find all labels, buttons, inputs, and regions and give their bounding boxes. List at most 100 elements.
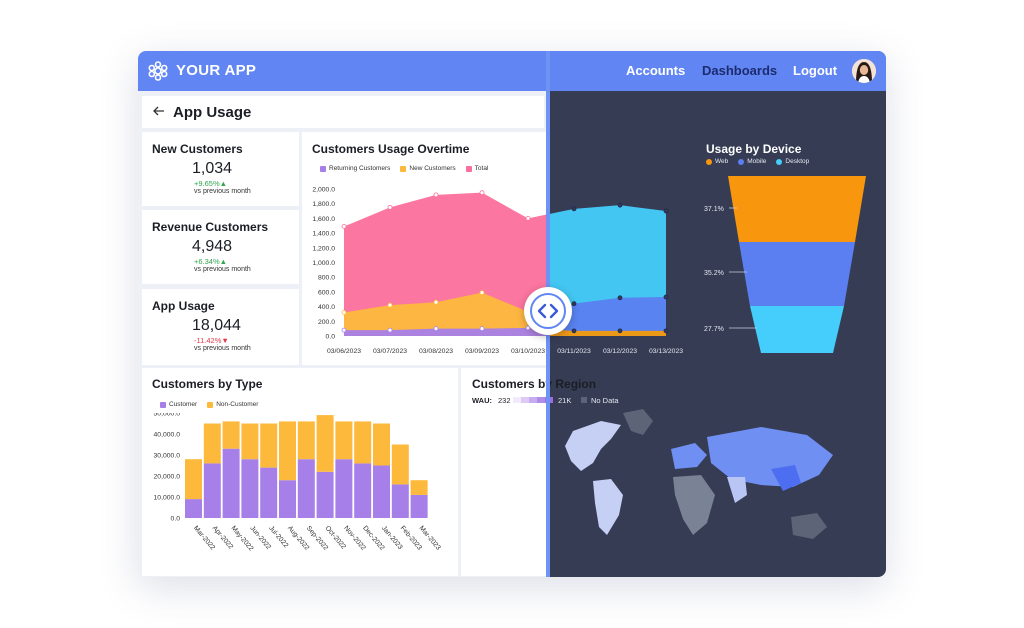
y-tick-label: 1,800.0 (312, 201, 335, 208)
bar-non-customer[interactable] (335, 421, 353, 460)
scale-swatch (521, 397, 529, 403)
data-point[interactable] (387, 327, 393, 333)
bar-customer[interactable] (391, 484, 409, 518)
chart-title: Customers by Region (472, 377, 597, 391)
legend-swatch (465, 165, 472, 172)
data-point[interactable] (617, 295, 623, 301)
x-tick-label: 03/12/2023 (603, 348, 637, 355)
data-point[interactable] (341, 327, 347, 333)
bar-non-customer[interactable] (203, 423, 221, 464)
y-tick-label: 10,000.0 (154, 495, 181, 502)
x-tick-label: 03/09/2023 (465, 348, 499, 355)
nav-logout[interactable]: Logout (793, 63, 838, 78)
kpi-delta: -11.42%▼ (194, 336, 229, 345)
bar-customer[interactable] (203, 463, 221, 518)
bar-customer[interactable] (316, 471, 334, 518)
bar-customer[interactable] (373, 465, 390, 519)
usage-area-chart: 2,000.0 1,800.0 1,600.0 1,400.0 1,200.0 1,000… (312, 187, 683, 356)
scale-swatch (513, 397, 521, 403)
y-tick-label: 800.0 (318, 275, 335, 282)
region-south-america[interactable] (593, 479, 623, 535)
bar-non-customer[interactable] (316, 415, 334, 472)
chart-title: Usage by Device (706, 142, 802, 156)
bar-customer[interactable] (241, 459, 259, 518)
bar-customer[interactable] (335, 459, 353, 518)
region-australia[interactable] (791, 513, 827, 539)
data-point[interactable] (479, 326, 485, 332)
y-tick-label: 1,600.0 (312, 216, 335, 223)
y-tick-label: 50,000.0 (154, 413, 181, 418)
legend-item: Non-Customer (207, 401, 258, 408)
wau-min-label: 232 (498, 396, 511, 405)
data-point[interactable] (479, 290, 485, 296)
nav-accounts[interactable]: Accounts (626, 63, 686, 78)
y-tick-label: 400.0 (318, 304, 335, 311)
x-tick-label: 03/13/2023 (649, 348, 683, 355)
bar-non-customer[interactable] (241, 423, 259, 460)
y-tick-label: 0.0 (326, 334, 336, 341)
customers-by-region-card-dark (548, 368, 882, 576)
bar-non-customer[interactable] (410, 480, 428, 495)
kpi-title: App Usage (152, 299, 215, 313)
region-india[interactable] (727, 477, 747, 503)
data-point[interactable] (571, 206, 577, 212)
bar-customer[interactable] (260, 467, 278, 518)
bar-non-customer[interactable] (260, 423, 278, 468)
data-point[interactable] (387, 302, 393, 308)
data-point[interactable] (571, 328, 577, 334)
data-point[interactable] (387, 204, 393, 210)
data-point[interactable] (433, 326, 439, 332)
legend-label: Mobile (747, 158, 767, 165)
bar-customer[interactable] (222, 448, 240, 518)
data-point[interactable] (433, 299, 439, 305)
arrow-left-icon[interactable] (152, 104, 166, 118)
bar-customer[interactable] (185, 499, 202, 518)
data-point[interactable] (525, 216, 531, 221)
data-point[interactable] (571, 301, 577, 307)
bar-non-customer[interactable] (373, 423, 390, 466)
data-point[interactable] (479, 190, 485, 196)
data-point[interactable] (663, 328, 669, 334)
breadcrumb: App Usage (142, 96, 544, 128)
kpi-value: 18,044 (192, 317, 241, 334)
data-point[interactable] (617, 202, 623, 208)
kpi-value: 4,948 (192, 238, 233, 255)
bar-non-customer[interactable] (354, 421, 372, 464)
bar-customer[interactable] (410, 494, 428, 518)
bar-non-customer[interactable] (279, 421, 296, 481)
data-point[interactable] (617, 328, 623, 334)
data-point[interactable] (663, 208, 669, 214)
device-legend: Web Mobile Desktop (706, 158, 809, 165)
bar-customer[interactable] (297, 459, 315, 518)
region-asia[interactable] (707, 427, 833, 487)
x-tick-label: 03/11/2023 (557, 348, 591, 355)
region-europe[interactable] (671, 443, 707, 469)
region-greenland[interactable] (623, 409, 653, 435)
data-point[interactable] (341, 224, 347, 229)
bar-customer[interactable] (279, 480, 296, 518)
data-point[interactable] (433, 192, 439, 198)
y-tick-label: 600.0 (318, 289, 335, 296)
data-point[interactable] (663, 294, 669, 300)
bar-non-customer[interactable] (391, 444, 409, 485)
nav-dashboards[interactable]: Dashboards (702, 63, 778, 78)
scale-swatch (537, 397, 545, 403)
legend-label: New Customers (409, 165, 456, 172)
funnel-label: 37.1% (704, 206, 724, 213)
region-china[interactable] (771, 465, 801, 491)
data-point[interactable] (341, 310, 347, 315)
legend-label: Desktop (785, 158, 810, 165)
region-north-america[interactable] (565, 421, 621, 471)
bar-non-customer[interactable] (297, 421, 315, 460)
x-tick-label: 03/08/2023 (419, 348, 453, 355)
legend-item: Web (706, 158, 728, 165)
y-tick-label: 200.0 (318, 319, 335, 326)
legend-label: Non-Customer (216, 401, 259, 408)
bar-customer[interactable] (354, 463, 372, 518)
bar-non-customer[interactable] (185, 459, 202, 500)
region-africa[interactable] (673, 475, 715, 535)
funnel-label: 35.2% (704, 270, 724, 277)
avatar[interactable] (852, 59, 876, 83)
comparison-slider-handle[interactable] (524, 287, 572, 335)
bar-non-customer[interactable] (222, 421, 240, 449)
